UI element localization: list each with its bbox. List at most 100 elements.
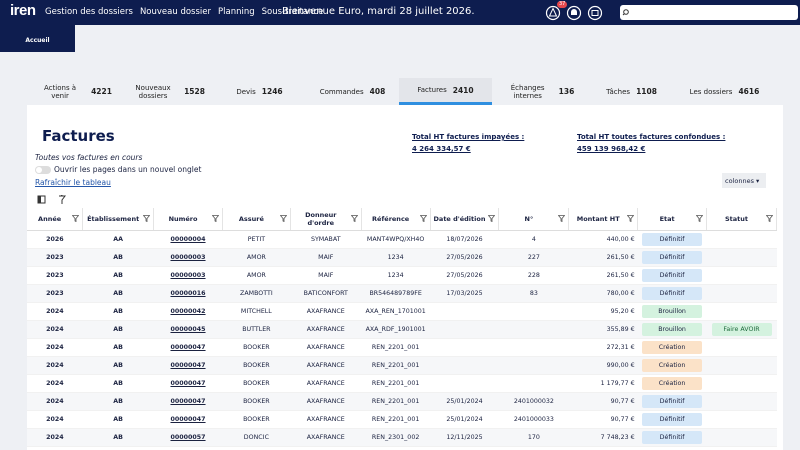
cell-text: 95,20 € (610, 307, 635, 315)
toolbar[interactable] (37, 195, 77, 205)
cell: DONCIC (222, 428, 291, 447)
invoice-link[interactable]: 00000047 (170, 415, 206, 423)
menu-item[interactable]: Sous-traitance (261, 7, 324, 17)
invoice-link[interactable]: 00000003 (170, 253, 206, 261)
invoice-link[interactable]: 00000057 (170, 433, 206, 441)
invoice-link[interactable]: 00000047 (170, 379, 206, 387)
welcome: Bienvenue Euro, mardi 28 juillet 2026. (282, 6, 475, 17)
invoice-link[interactable]: 00000047 (170, 361, 206, 369)
cell (706, 374, 777, 393)
tab[interactable]: Tâches 1108 (585, 78, 678, 105)
invoice-link[interactable]: 00000004 (170, 235, 206, 243)
toggle-row[interactable]: Ouvrir les pages dans un nouvel onglet (35, 165, 201, 174)
search-box[interactable] (620, 5, 798, 20)
filter-icon[interactable] (143, 215, 151, 222)
tab[interactable]: Commandes 408 (306, 78, 399, 105)
cell: BOOKER (222, 338, 291, 357)
filter-icon[interactable] (766, 215, 773, 222)
cell-text: AXA_REN_1701001 (365, 307, 426, 315)
switch[interactable] (35, 165, 51, 174)
refresh-link[interactable]: Rafraîchir le tableau (35, 178, 111, 187)
action-badge[interactable]: Faire AVOIR (711, 322, 772, 336)
tab-label: Factures (417, 86, 447, 94)
total-value: 459 139 968,42 € (577, 145, 646, 153)
cell-text: BOOKER (243, 343, 270, 351)
filter-icon[interactable] (627, 215, 635, 222)
table-row[interactable]: 2024 AB 00000057 DONCIC AXAFRANCE REN_2301_00… (27, 428, 777, 447)
navbar: iren Gestion des dossiers Nouveau dossier… (0, 0, 800, 25)
invoice-link[interactable]: 00000045 (170, 325, 206, 333)
nav-icons[interactable] (545, 4, 605, 22)
tab[interactable]: Actions à venir 4221 (27, 78, 120, 105)
cell: AB (82, 248, 154, 267)
filter-icon[interactable] (419, 215, 427, 222)
cell-text: AB (113, 415, 123, 423)
cell (430, 302, 499, 321)
filter-icon[interactable] (696, 215, 704, 222)
cell-text: 25/01/2024 (446, 397, 483, 405)
table-row[interactable]: 2023 AB 00000016 ZAMBOTTI BATICONFORT BR54648… (27, 284, 777, 303)
column-header: Assuré (222, 208, 291, 231)
table-row[interactable]: 2024 AB 00000045 BUTTLER AXAFRANCE AXA_RDF_19… (27, 320, 777, 339)
invoice-link[interactable]: 00000047 (170, 397, 206, 405)
table-row[interactable]: 2024 AB 00000042 MITCHELL AXAFRANCE AXA_REN_1… (27, 302, 777, 321)
cell: Définitif (637, 248, 707, 267)
home-tab[interactable]: Accueil (0, 25, 75, 52)
cell: Définitif (637, 410, 707, 429)
total-all[interactable]: Total HT toutes factures confondues : 459… (577, 131, 725, 155)
menu-item[interactable]: Planning (218, 7, 255, 17)
columns-button[interactable]: colonnes ▾ (722, 173, 766, 188)
table-row[interactable]: 2026 AA 00000004 PETIT SYMABAT MANT4WPQ/XH4O 1… (27, 230, 777, 249)
filter-icon[interactable] (279, 215, 287, 222)
total-unpaid[interactable]: Total HT factures impayées : 4 264 334,57… (412, 131, 524, 155)
invoice-link[interactable]: 00000042 (170, 307, 206, 315)
table-row[interactable]: 2023 AB 00000003 AMOR MAIF 1234 27/05/2026 228 2… (27, 266, 777, 285)
invoice-link[interactable]: 00000016 (170, 289, 206, 297)
column-header: Etat (637, 208, 708, 231)
tab-count: 2410 (452, 85, 474, 95)
tab[interactable]: Les dossiers 4616 (678, 78, 771, 105)
cell: MAIF (290, 248, 362, 267)
cell-text: 2026 (46, 235, 64, 243)
tab-label: Les dossiers (689, 87, 733, 96)
cell-text: AXAFRANCE (306, 433, 345, 441)
filter-icon[interactable] (211, 215, 219, 222)
cell-text: AXAFRANCE (306, 361, 345, 369)
cell-text: DONCIC (243, 433, 269, 441)
cell-text: AA (113, 235, 124, 243)
invoice-link[interactable]: 00000047 (170, 343, 206, 351)
table-row[interactable]: 2024 AB 00000047 BOOKER AXAFRANCE REN_2201_00… (27, 374, 777, 393)
cell-text: BOOKER (243, 415, 270, 423)
column-label: N° (524, 214, 534, 223)
menu-item[interactable]: Nouveau dossier (139, 7, 211, 17)
tab[interactable]: Échanges internes 136 (492, 78, 585, 105)
menu-item[interactable]: Gestion des dossiers (45, 7, 133, 17)
cell-text: 2023 (46, 271, 64, 279)
table-row[interactable]: 2024 AB 00000047 BOOKER AXAFRANCE REN_2201_00… (27, 338, 777, 357)
status-badge: Définitif (642, 232, 703, 246)
status-badge: Brouillon (642, 304, 703, 318)
table-row[interactable]: 2024 AB 00000047 BOOKER AXAFRANCE REN_2201_00… (27, 392, 777, 411)
table-row[interactable]: 2024 AB 00000047 BOOKER AXAFRANCE REN_2201_00… (27, 410, 777, 429)
tab[interactable]: Factures 2410 (399, 78, 492, 105)
tab[interactable]: Nouveaux dossiers 1528 (120, 78, 213, 105)
tab[interactable]: Devis 1246 (213, 78, 306, 105)
cell-text: 2024 (46, 415, 64, 423)
logo[interactable]: iren (10, 2, 36, 19)
cell-text: BUTTLER (242, 325, 271, 333)
filter-icon[interactable] (350, 215, 358, 222)
table-row[interactable]: 2024 AB 00000047 BOOKER AXAFRANCE REN_2201_00… (27, 356, 777, 375)
table-row[interactable]: 2023 AB 00000003 AMOR MAIF 1234 27/05/2026 227 2… (27, 248, 777, 267)
cell: 00000042 (153, 302, 223, 321)
column-header: Année (27, 208, 84, 231)
invoice-link[interactable]: 00000003 (170, 271, 206, 279)
cell: AXAFRANCE (290, 428, 362, 447)
cell: AB (82, 428, 154, 447)
cell-text: 25/01/2024 (446, 415, 483, 423)
filter-icon[interactable] (488, 215, 496, 222)
cell-text: AB (113, 433, 123, 441)
cell: REN_2201_001 (361, 356, 431, 375)
filter-icon[interactable] (558, 215, 566, 222)
filter-icon[interactable] (72, 215, 80, 222)
